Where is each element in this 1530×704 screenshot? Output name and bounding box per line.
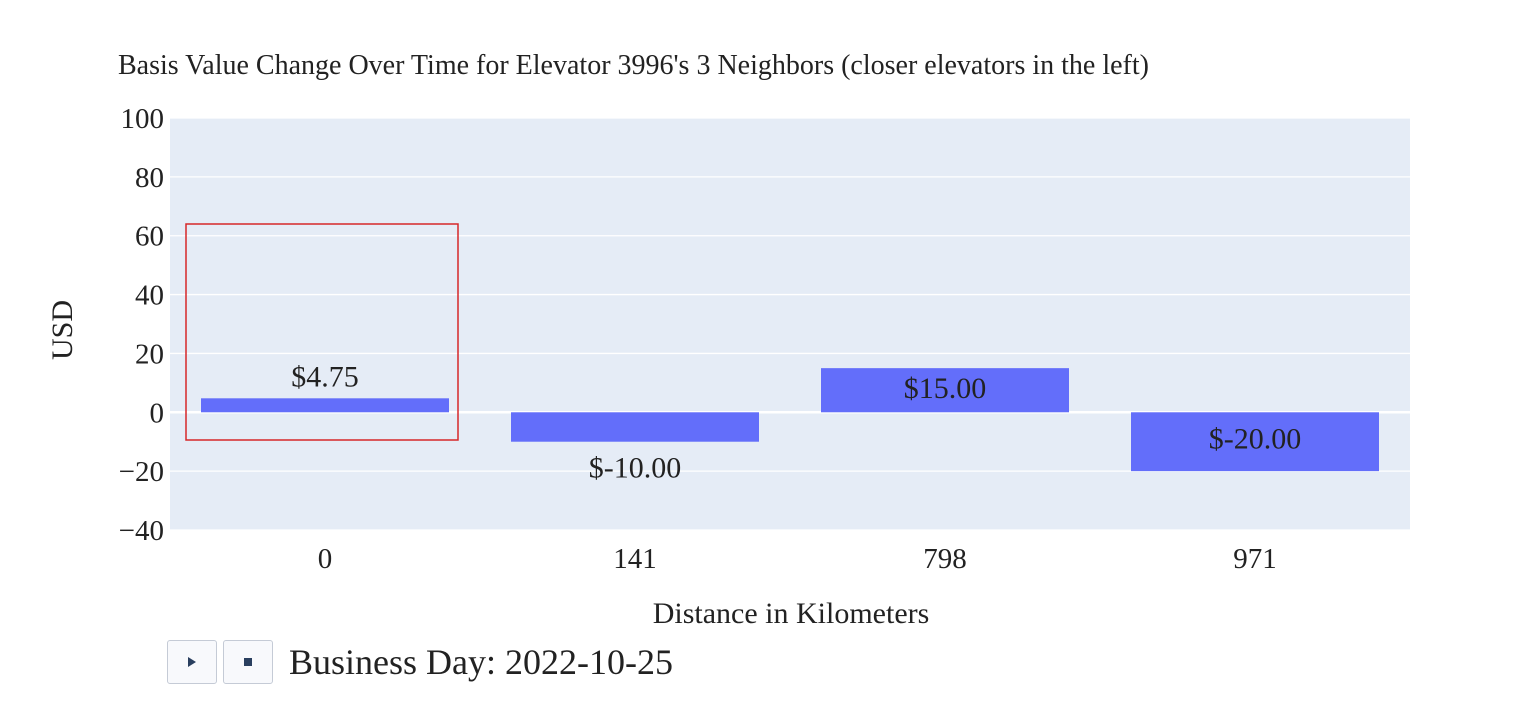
- chart-title: Basis Value Change Over Time for Elevato…: [118, 50, 1149, 81]
- x-tick-label: 971: [1233, 543, 1277, 575]
- y-tick-label: 60: [135, 221, 164, 253]
- animation-controls: Business Day: 2022-10-25: [167, 640, 673, 684]
- bar: [1131, 412, 1379, 472]
- y-tick-label: 20: [135, 338, 164, 370]
- play-icon: [188, 657, 196, 667]
- y-tick-label: −40: [119, 515, 164, 547]
- x-axis-ticks: 0 141 798 971: [318, 543, 1277, 575]
- bar: [511, 412, 759, 442]
- data-label: $-10.00: [589, 452, 682, 485]
- play-button[interactable]: [167, 640, 217, 684]
- highlight-box: [185, 223, 459, 441]
- bar: [821, 368, 1069, 413]
- stop-icon: [244, 658, 252, 666]
- data-labels: $4.75 $-10.00 $15.00 $-20.00: [291, 360, 1301, 484]
- bars: [201, 368, 1379, 472]
- data-label: $15.00: [904, 372, 987, 405]
- bar: [201, 398, 449, 413]
- x-axis-title: Distance in Kilometers: [653, 597, 930, 630]
- data-label: $4.75: [291, 360, 359, 393]
- y-axis-ticks: 100 80 60 40 20 0 −20 −40: [119, 103, 164, 547]
- x-tick-label: 141: [613, 543, 657, 575]
- stop-button[interactable]: [223, 640, 273, 684]
- y-tick-label: 100: [121, 103, 165, 135]
- y-tick-label: 80: [135, 162, 164, 194]
- data-label: $-20.00: [1209, 423, 1302, 456]
- y-axis-title: USD: [46, 300, 79, 360]
- y-tick-label: −20: [119, 456, 164, 488]
- x-tick-label: 798: [923, 543, 967, 575]
- x-tick-label: 0: [318, 543, 333, 575]
- y-tick-label: 40: [135, 280, 164, 312]
- y-tick-label: 0: [150, 397, 165, 429]
- slider-current-value: Business Day: 2022-10-25: [289, 642, 673, 682]
